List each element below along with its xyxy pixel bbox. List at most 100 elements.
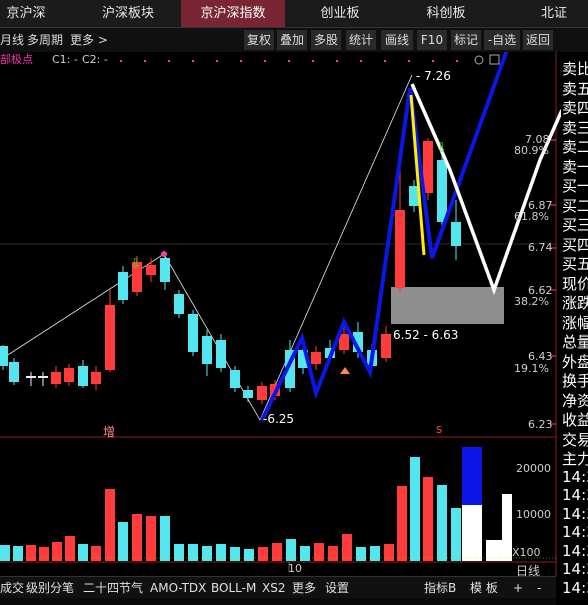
market-tabs: 京沪深 沪深板块 京沪深指数 创业板 科创板 北证 (0, 0, 588, 28)
candle (146, 265, 156, 275)
volume-bar (118, 522, 128, 561)
kline-chart[interactable]: ⇩ ⇩ (0, 52, 561, 576)
candle (202, 336, 212, 364)
tab-bse[interactable]: 北证 (540, 6, 567, 21)
template-button[interactable]: 模 板 (470, 581, 498, 595)
volume-bar (202, 546, 212, 561)
side-item: 涨跌 (562, 294, 588, 312)
volume-white-tall (502, 494, 512, 561)
candle (26, 376, 36, 378)
legend-dot (240, 60, 242, 62)
volume-bar (13, 546, 23, 561)
volume-label: 20000 (516, 462, 551, 475)
volume-bar (105, 489, 115, 561)
tab-level-tick[interactable]: 级别分笔 (26, 581, 75, 595)
back-button[interactable]: 返回 (523, 30, 553, 50)
high-annotation: ‑ 7.26 (416, 69, 451, 83)
tab-xs2[interactable]: XS2 (262, 581, 286, 595)
draw-line-button[interactable]: 画线 (381, 30, 413, 50)
tab-star-market[interactable]: 科创板 (426, 6, 466, 21)
volume-bar (230, 547, 240, 561)
multi-period[interactable]: 多周期 (27, 33, 64, 47)
tab-more[interactable]: 更多 (292, 581, 317, 595)
volume-bar (342, 534, 352, 561)
side-item: 14:3 (562, 486, 588, 504)
candle (230, 370, 240, 388)
zoom-out-button[interactable]: - (537, 581, 542, 595)
zoom-in-button[interactable]: + (513, 581, 524, 595)
side-item: 现价 (562, 274, 588, 293)
tab-jinghushen[interactable]: 京沪深 (6, 6, 46, 21)
tab-chinext[interactable]: 创业板 (320, 6, 360, 21)
indicator-b-button[interactable]: 指标B (424, 581, 457, 595)
f10-button[interactable]: F10 (417, 30, 447, 50)
candle (311, 352, 321, 364)
fib-label: 80.9% (514, 144, 549, 157)
multi-stock-button[interactable]: 多股 (311, 30, 341, 50)
volume-bar (91, 546, 101, 561)
candle (451, 222, 461, 246)
volume-bar (258, 547, 268, 561)
candle (243, 390, 253, 398)
small-up-marker (340, 367, 350, 374)
candle (437, 160, 447, 222)
side-item: 14:3 (562, 523, 588, 541)
legend-dot (120, 60, 122, 62)
price-label: 6.62 (528, 284, 553, 297)
candles (0, 138, 461, 404)
volume-blue-block (462, 447, 482, 505)
volume-bar (314, 543, 324, 561)
legend-dot (264, 60, 266, 62)
high-value: 7.26 (424, 69, 451, 83)
chart-toolbar: 月线 多周期 更多 > 复权 叠加 多股 统计 画线 F10 标记 -自选 返回 (0, 28, 588, 52)
candle (395, 210, 405, 288)
tab-trade[interactable]: 成交 (0, 581, 25, 595)
legend-dot (432, 60, 434, 62)
add-watchlist-button[interactable]: -自选 (484, 30, 520, 50)
volume-bar (26, 545, 36, 561)
period-monthly[interactable]: 月线 (0, 33, 25, 47)
volume-bar (356, 547, 366, 561)
volume-bar (146, 516, 156, 561)
volume-bar (188, 544, 198, 561)
more-menu[interactable]: 更多 > (70, 33, 108, 47)
volume-bar (65, 536, 75, 561)
volume-bar (328, 546, 338, 561)
candle (174, 294, 184, 314)
tab-amo-tdx[interactable]: AMO-TDX (150, 581, 207, 595)
buy-arrow-icon: ⇩ (130, 257, 141, 272)
volume-bar (39, 547, 49, 561)
tab-jinghushen-index[interactable]: 京沪深指数 (181, 0, 285, 27)
period-label: 日线 (516, 564, 541, 578)
mark-button[interactable]: 标记 (451, 30, 481, 50)
mark-zeng: 增 (103, 425, 116, 439)
quote-side-panel: 卖比 卖五 卖四 卖三 卖二 卖一 买一 买二 买三 买四 买五 现价 涨跌 涨幅 总量 外盘 换手 净资 收益 交易… (561, 52, 588, 605)
blue-zigzag (260, 52, 509, 421)
volume-bar (216, 544, 226, 561)
legend-name: 部极点 (0, 53, 33, 66)
side-item: 买一 (562, 177, 588, 195)
candle (188, 314, 198, 352)
adjust-button[interactable]: 复权 (244, 30, 274, 50)
candle (339, 334, 349, 350)
date-label: 10 (288, 562, 302, 575)
candle (118, 272, 128, 300)
volume-white-small (486, 540, 502, 561)
legend-dotted-line (120, 60, 458, 62)
tab-solar-terms[interactable]: 二十四节气 (83, 581, 144, 595)
legend-dot (288, 60, 290, 62)
candle (132, 262, 142, 292)
overlay-button[interactable]: 叠加 (277, 30, 307, 50)
tab-settings[interactable]: 设置 (325, 581, 350, 595)
legend-dot (384, 60, 386, 62)
peak-dot (161, 251, 167, 257)
side-item: 14:3 (562, 467, 588, 486)
side-item: 外盘 (562, 352, 588, 371)
tab-boll-m[interactable]: BOLL-M (211, 581, 257, 595)
statistics-button[interactable]: 统计 (346, 30, 376, 50)
buy-arrow-icon-2: ⇩ (436, 141, 447, 156)
side-item: 买四 (562, 235, 588, 254)
mark-s: s (436, 422, 443, 436)
price-label: 6.43 (528, 350, 553, 363)
tab-hushen-sector[interactable]: 沪深板块 (101, 6, 154, 21)
